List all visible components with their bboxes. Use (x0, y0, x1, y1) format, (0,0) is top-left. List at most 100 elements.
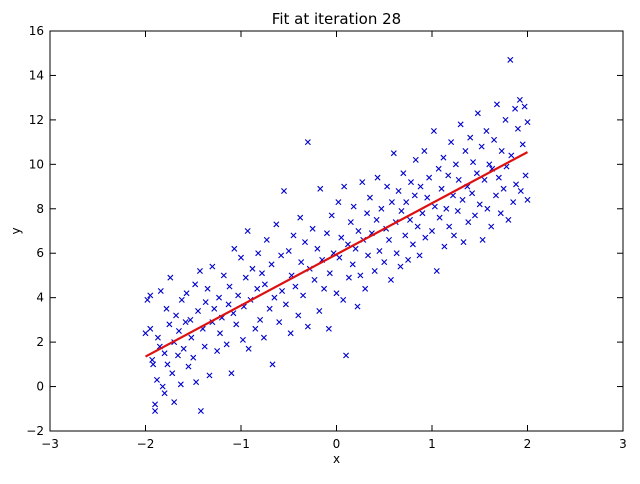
data-point (388, 199, 395, 206)
data-point (161, 390, 168, 397)
y-tick-label: 10 (29, 157, 44, 171)
data-point (173, 312, 180, 319)
data-point (403, 199, 410, 206)
data-point (147, 292, 154, 299)
data-point (465, 219, 472, 226)
x-tick-label: 0 (333, 437, 341, 451)
data-point (177, 381, 184, 388)
data-point (440, 154, 447, 161)
data-point (446, 223, 453, 230)
fit-line (144, 151, 529, 358)
data-point (239, 336, 246, 343)
data-point (287, 330, 294, 337)
data-point (314, 245, 321, 252)
data-point (362, 285, 369, 292)
data-point (317, 185, 324, 192)
data-point (430, 128, 437, 134)
y-tick-label: 4 (36, 291, 44, 305)
data-point (357, 272, 364, 279)
data-point (474, 110, 481, 117)
data-point (448, 139, 455, 146)
data-point (479, 236, 486, 243)
data-point (384, 183, 391, 190)
y-tick-label: −2 (26, 424, 44, 438)
data-point (245, 345, 252, 352)
data-point (421, 148, 428, 154)
y-tick-label: 0 (36, 380, 44, 394)
data-point (225, 301, 232, 308)
data-point (481, 176, 488, 183)
data-point (514, 125, 521, 132)
data-point (364, 210, 371, 217)
data-point (386, 236, 393, 243)
data-point (460, 239, 467, 246)
data-point (497, 210, 504, 217)
data-point (285, 248, 292, 254)
data-point (340, 296, 347, 303)
data-point (187, 316, 194, 323)
data-point (405, 256, 412, 263)
data-point (524, 119, 531, 126)
data-point (488, 223, 495, 230)
data-point (273, 221, 280, 228)
data-point (407, 216, 414, 223)
data-point (471, 212, 478, 219)
data-point (338, 234, 345, 241)
data-point (476, 201, 483, 208)
data-point (408, 179, 414, 186)
data-point (152, 408, 159, 414)
data-point (157, 288, 164, 294)
data-point (426, 174, 433, 181)
data-point (419, 210, 426, 217)
data-point (457, 121, 464, 128)
data-point (235, 292, 242, 299)
data-point (412, 156, 419, 163)
data-point (467, 134, 474, 141)
data-point (252, 325, 259, 332)
data-point (268, 261, 275, 268)
data-point (147, 325, 154, 332)
data-point (484, 205, 491, 212)
data-point (169, 370, 176, 377)
data-point (350, 203, 357, 210)
data-point (414, 223, 421, 230)
data-point (429, 228, 435, 234)
data-point (154, 334, 161, 341)
data-point (517, 188, 524, 194)
y-tick-label: 6 (36, 246, 44, 260)
data-point (257, 316, 264, 323)
data-point (209, 263, 216, 270)
data-point (522, 172, 529, 179)
data-point (469, 190, 476, 197)
data-point (279, 288, 286, 294)
data-point (142, 330, 149, 337)
data-point (238, 254, 244, 261)
data-point (417, 183, 424, 190)
data-point (164, 361, 171, 368)
data-point (328, 212, 335, 219)
data-point (249, 265, 256, 272)
data-point (192, 281, 199, 288)
data-point (433, 268, 440, 274)
x-axis-label: x (333, 452, 340, 466)
data-point (373, 216, 380, 223)
data-point (470, 159, 477, 166)
data-point (278, 252, 285, 259)
data-point (195, 308, 202, 314)
data-point (502, 116, 509, 123)
data-point (228, 370, 235, 377)
data-point (166, 321, 173, 328)
data-point (217, 330, 223, 337)
data-point (450, 232, 457, 239)
data-point (454, 208, 461, 214)
data-point (431, 203, 438, 210)
data-point (343, 352, 350, 359)
data-point (220, 272, 227, 279)
data-point (311, 276, 318, 283)
data-point (178, 296, 185, 303)
data-point (508, 152, 515, 159)
data-point (513, 181, 520, 188)
data-point (376, 248, 383, 254)
data-point (491, 136, 498, 143)
